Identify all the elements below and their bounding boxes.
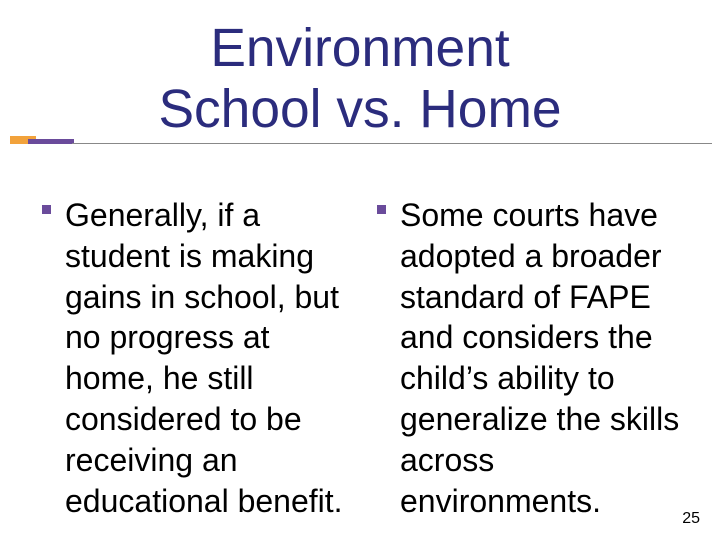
title-divider bbox=[10, 136, 74, 144]
right-column: Some courts have adopted a broader stand… bbox=[377, 195, 694, 523]
title-line-1: Environment bbox=[0, 18, 720, 79]
divider-line bbox=[72, 143, 712, 144]
divider-purple-block bbox=[28, 139, 74, 144]
left-bullet-text: Generally, if a student is making gains … bbox=[65, 195, 359, 523]
square-bullet-icon bbox=[42, 205, 51, 214]
right-bullet-text: Some courts have adopted a broader stand… bbox=[400, 195, 694, 523]
left-column: Generally, if a student is making gains … bbox=[42, 195, 359, 523]
slide: Environment School vs. Home Generally, i… bbox=[0, 0, 720, 540]
square-bullet-icon bbox=[377, 205, 386, 214]
content-columns: Generally, if a student is making gains … bbox=[0, 165, 720, 523]
title-line-2: School vs. Home bbox=[0, 79, 720, 140]
slide-title: Environment School vs. Home bbox=[0, 18, 720, 141]
page-number: 25 bbox=[682, 510, 700, 528]
